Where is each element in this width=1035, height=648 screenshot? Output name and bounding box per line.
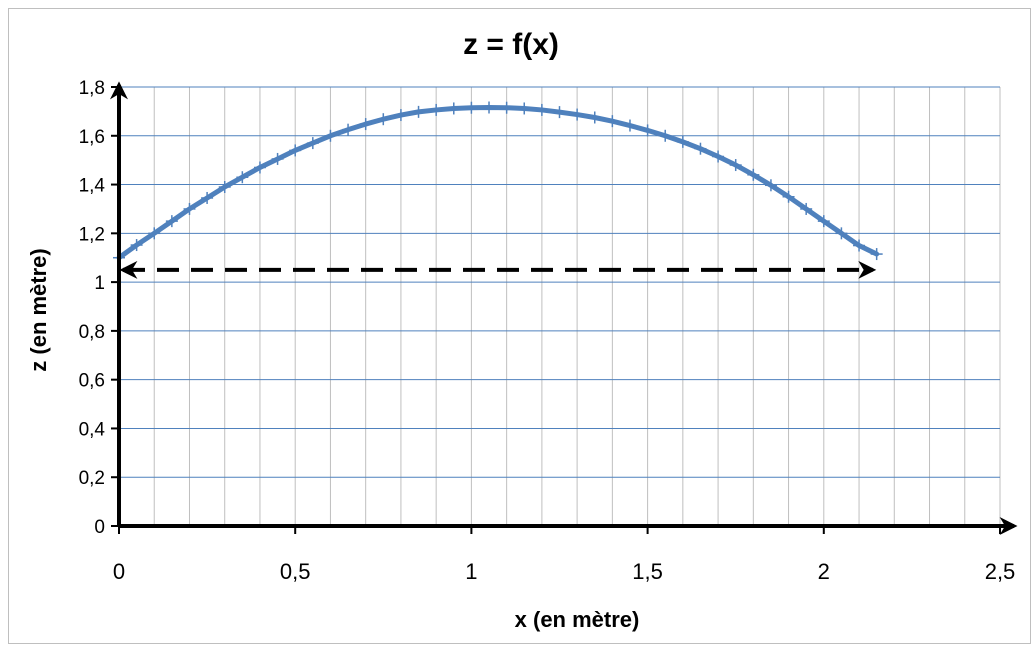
y-tick-label: 0,6 <box>79 371 105 392</box>
data-point <box>430 103 443 116</box>
y-tick-label: 0,2 <box>79 468 105 489</box>
x-tick-label: 1 <box>465 559 477 584</box>
data-point <box>747 168 760 181</box>
x-axis-label: x (en mètre) <box>515 607 640 632</box>
data-point <box>729 159 742 172</box>
data-point <box>394 109 407 122</box>
data-point <box>447 102 460 115</box>
data-point <box>676 135 689 148</box>
data-point <box>606 115 619 128</box>
series-layer <box>113 101 883 264</box>
data-point <box>641 124 654 137</box>
x-tick-label: 2 <box>818 559 830 584</box>
y-tick-label: 0 <box>94 517 105 538</box>
data-point <box>518 102 531 115</box>
data-point <box>623 119 636 132</box>
chart-frame <box>8 8 1031 644</box>
data-point <box>712 150 725 163</box>
data-point <box>271 152 284 165</box>
x-tick-label: 0 <box>113 559 125 584</box>
data-point <box>377 113 390 126</box>
data-point <box>236 171 249 184</box>
data-point <box>835 227 848 240</box>
data-point <box>218 180 231 193</box>
y-tick-label: 1 <box>94 273 105 294</box>
y-tick-label: 1,6 <box>79 127 105 148</box>
y-tick-label: 0,4 <box>79 419 106 440</box>
data-point <box>183 202 196 215</box>
data-point <box>201 191 214 204</box>
data-point <box>130 239 143 252</box>
data-point <box>483 101 496 114</box>
data-point <box>148 227 161 240</box>
y-tick-label: 1,8 <box>79 78 105 99</box>
data-point <box>289 144 302 157</box>
x-tick-label: 0,5 <box>280 559 311 584</box>
data-point <box>359 118 372 131</box>
x-tick-label: 2,5 <box>985 559 1016 584</box>
data-point <box>782 190 795 203</box>
x-tick-label: 1,5 <box>632 559 663 584</box>
data-point <box>253 161 266 174</box>
y-tick-label: 0,8 <box>79 322 105 343</box>
data-point <box>588 111 601 124</box>
data-point <box>764 179 777 192</box>
data-point <box>659 129 672 142</box>
data-point <box>870 248 883 261</box>
data-point <box>553 106 566 119</box>
axes <box>110 81 1018 535</box>
series-line <box>116 104 880 261</box>
y-tick-label: 1,2 <box>79 224 105 245</box>
data-point <box>817 215 830 228</box>
tick-labels: 0 0,2 0,4 0,6 0,8 1 1,2 1,4 1,6 1,8 0 0,5 1 1,5 2 2,5 <box>79 78 1016 584</box>
y-tick-label: 1,4 <box>79 176 106 197</box>
data-point <box>535 103 548 116</box>
chart-title: z = f(x) <box>463 28 559 61</box>
data-point <box>571 108 584 121</box>
data-point <box>500 101 513 114</box>
data-point <box>306 137 319 150</box>
data-point <box>853 239 866 252</box>
data-point <box>324 129 337 142</box>
data-point <box>342 123 355 136</box>
data-point <box>165 215 178 228</box>
grid <box>119 86 1001 526</box>
data-point <box>694 142 707 155</box>
data-point <box>412 105 425 118</box>
data-point <box>465 101 478 114</box>
data-point <box>800 202 813 215</box>
y-axis-label: z (en mètre) <box>26 248 51 371</box>
